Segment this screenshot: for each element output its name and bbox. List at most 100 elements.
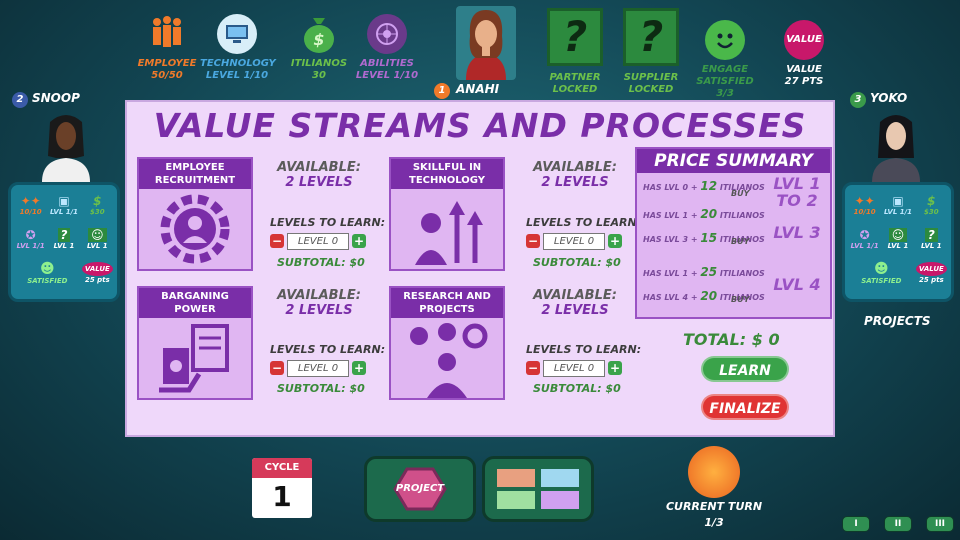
decrement-button[interactable]: − — [270, 234, 284, 248]
partner-status: LOCKED — [552, 84, 598, 95]
research-person-icon — [410, 323, 488, 398]
card-skillful-technology[interactable]: SKILLFUL IN TECHNOLOGY — [389, 157, 505, 271]
speed-button-1[interactable]: I — [842, 516, 870, 532]
engage-status: SATISFIED — [696, 76, 754, 87]
price-row-3: HAS LVL 3 + 15 ITILIANOS — [643, 231, 765, 245]
project-button[interactable]: PROJECT — [364, 456, 476, 522]
supplier-cell: ? LVL 1 — [920, 228, 942, 250]
abilities-cell: ✪ LVL 1/1 — [16, 228, 45, 250]
cycle-label: CYCLE — [252, 458, 312, 478]
employee-label: EMPLOYEE — [137, 58, 197, 69]
right-player-name: 3 YOKO — [850, 91, 907, 108]
supplier-status: LOCKED — [628, 84, 674, 95]
current-turn-value: 1/3 — [704, 516, 724, 529]
total: TOTAL: $ 0 — [683, 330, 780, 349]
level-input[interactable]: LEVEL 0 — [287, 359, 349, 377]
left-player-name: 2 SNOOP — [12, 91, 80, 108]
left-player-panel[interactable]: ✦✦ 10/10 ▣ LVL 1/1 $ $30 ✪ LVL 1/1 ? LVL 1 ☺ L… — [8, 182, 120, 302]
price-summary-title: PRICE SUMMARY — [637, 149, 830, 173]
decrement-button[interactable]: − — [526, 234, 540, 248]
player-avatar-anahi — [456, 6, 516, 80]
supplier-label: SUPPLIER — [623, 72, 679, 83]
engage-value: 3/3 — [716, 88, 734, 99]
card-title: SKILLFUL IN TECHNOLOGY — [391, 159, 503, 189]
current-turn-label: CURRENT TURN — [665, 500, 763, 513]
supplier-stat[interactable]: ? SUPPLIER LOCKED — [620, 8, 682, 96]
money-bag-icon: $ — [299, 14, 339, 54]
money-cell: $ $30 — [924, 194, 939, 216]
itilianos-label: ITILIANOS — [290, 58, 348, 69]
abilities-cell: ✪ LVL 1/1 — [850, 228, 879, 250]
partner-stat[interactable]: ? PARTNER LOCKED — [544, 8, 606, 96]
cycle-number: 1 — [272, 480, 292, 513]
level-stepper-2[interactable]: − LEVEL 0 + — [526, 232, 622, 250]
subtotal-4: SUBTOTAL: $0 — [533, 382, 621, 395]
learn-label-4: LEVELS TO LEARN: — [526, 343, 642, 356]
subtotal-1: SUBTOTAL: $0 — [277, 256, 365, 269]
computer-icon — [217, 14, 257, 54]
employee-stat: EMPLOYEE 50/50 — [137, 14, 197, 82]
increment-button[interactable]: + — [352, 234, 366, 248]
subtotal-3: SUBTOTAL: $0 — [277, 382, 365, 395]
level-stepper-4[interactable]: − LEVEL 0 + — [526, 359, 622, 377]
price-row-1: HAS LVL 0 + 12 ITILIANOS — [643, 179, 765, 193]
increment-button[interactable]: + — [608, 234, 622, 248]
board-map-button[interactable] — [482, 456, 594, 522]
partner-locked-icon: ? — [547, 8, 603, 66]
learn-label-1: LEVELS TO LEARN: — [270, 216, 386, 229]
projects-label[interactable]: PROJECTS — [864, 314, 931, 328]
satisfied-cell: ☻ SATISFIED — [861, 261, 902, 285]
card-barganing-power[interactable]: BARGANING POWER — [137, 286, 253, 400]
buy-label-2: BUY — [731, 237, 750, 246]
employee-cell: ✦✦ 10/10 — [19, 194, 42, 216]
player-name: ANAHI — [456, 82, 500, 96]
available-4: AVAILABLE: 2 LEVELS — [533, 288, 617, 318]
money-cell: $ $30 — [90, 194, 105, 216]
available-2: AVAILABLE: 2 LEVELS — [533, 160, 617, 190]
turn-indicator — [688, 446, 740, 498]
finalize-button[interactable]: FINALIZE — [701, 394, 789, 420]
decrement-button[interactable]: − — [526, 361, 540, 375]
board-thumbnail-icon — [497, 469, 579, 509]
available-3: AVAILABLE: 2 LEVELS — [277, 288, 361, 318]
level-stepper-3[interactable]: − LEVEL 0 + — [270, 359, 366, 377]
card-title: EMPLOYEE RECRUITMENT — [139, 159, 251, 189]
subtotal-2: SUBTOTAL: $0 — [533, 256, 621, 269]
right-player-panel[interactable]: ✦✦ 10/10 ▣ LVL 1/1 $ $30 ✪ LVL 1/1 ☺ LVL 1 ? L… — [842, 182, 954, 302]
panel-title: VALUE STREAMS AND PROCESSES — [153, 106, 807, 145]
increment-button[interactable]: + — [608, 361, 622, 375]
tech-cell: ▣ LVL 1/1 — [883, 194, 913, 216]
available-1: AVAILABLE: 2 LEVELS — [277, 160, 361, 190]
growth-person-icon — [415, 201, 483, 265]
learn-button[interactable]: LEARN — [701, 356, 789, 382]
value-pts: 27 PTS — [784, 76, 824, 87]
technology-value: LEVEL 1/10 — [205, 70, 269, 81]
value-cell: VALUE 25 pts — [915, 257, 947, 289]
learn-label-3: LEVELS TO LEARN: — [270, 343, 386, 356]
level-input[interactable]: LEVEL 0 — [543, 232, 605, 250]
learn-label-2: LEVELS TO LEARN: — [526, 216, 642, 229]
supplier-locked-icon: ? — [623, 8, 679, 66]
level-stepper-1[interactable]: − LEVEL 0 + — [270, 232, 366, 250]
partner-cell: ? LVL 1 — [53, 228, 75, 250]
result-1: LVL 1 TO 2 — [773, 174, 821, 210]
technology-stat: TECHNOLOGY LEVEL 1/10 — [200, 14, 276, 82]
value-stat: VALUE VALUE 27 PTS — [776, 20, 832, 88]
level-input[interactable]: LEVEL 0 — [543, 359, 605, 377]
card-employee-recruitment[interactable]: EMPLOYEE RECRUITMENT — [137, 157, 253, 271]
employee-value: 50/50 — [151, 70, 183, 81]
price-row-2: HAS LVL 1 + 20 ITILIANOS — [643, 207, 765, 221]
speed-button-3[interactable]: III — [926, 516, 954, 532]
value-cell: VALUE 25 pts — [81, 257, 113, 289]
satisfied-cell: ☻ SATISFIED — [27, 261, 68, 285]
card-title: RESEARCH AND PROJECTS — [391, 288, 503, 318]
increment-button[interactable]: + — [352, 361, 366, 375]
svg-text:$: $ — [313, 30, 324, 49]
brain-icon — [367, 14, 407, 54]
level-input[interactable]: LEVEL 0 — [287, 232, 349, 250]
engage-label: ENGAGE — [701, 64, 749, 75]
card-title: BARGANING POWER — [139, 288, 251, 318]
speed-button-2[interactable]: II — [884, 516, 912, 532]
decrement-button[interactable]: − — [270, 361, 284, 375]
card-research-projects[interactable]: RESEARCH AND PROJECTS — [389, 286, 505, 400]
